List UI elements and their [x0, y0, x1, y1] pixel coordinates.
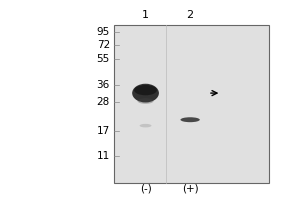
Text: 1: 1 [142, 10, 149, 20]
Text: 2: 2 [187, 10, 194, 20]
Text: 17: 17 [97, 126, 110, 136]
Text: 55: 55 [97, 54, 110, 64]
Text: 28: 28 [97, 97, 110, 107]
Text: 95: 95 [97, 27, 110, 37]
FancyBboxPatch shape [114, 25, 269, 183]
Ellipse shape [134, 85, 157, 95]
Text: 11: 11 [97, 151, 110, 161]
Ellipse shape [132, 84, 159, 102]
Text: 36: 36 [97, 80, 110, 90]
Ellipse shape [181, 117, 200, 122]
Ellipse shape [140, 124, 152, 127]
Ellipse shape [137, 98, 154, 104]
Text: (+): (+) [182, 184, 198, 194]
Text: (-): (-) [140, 184, 152, 194]
Text: 72: 72 [97, 40, 110, 50]
